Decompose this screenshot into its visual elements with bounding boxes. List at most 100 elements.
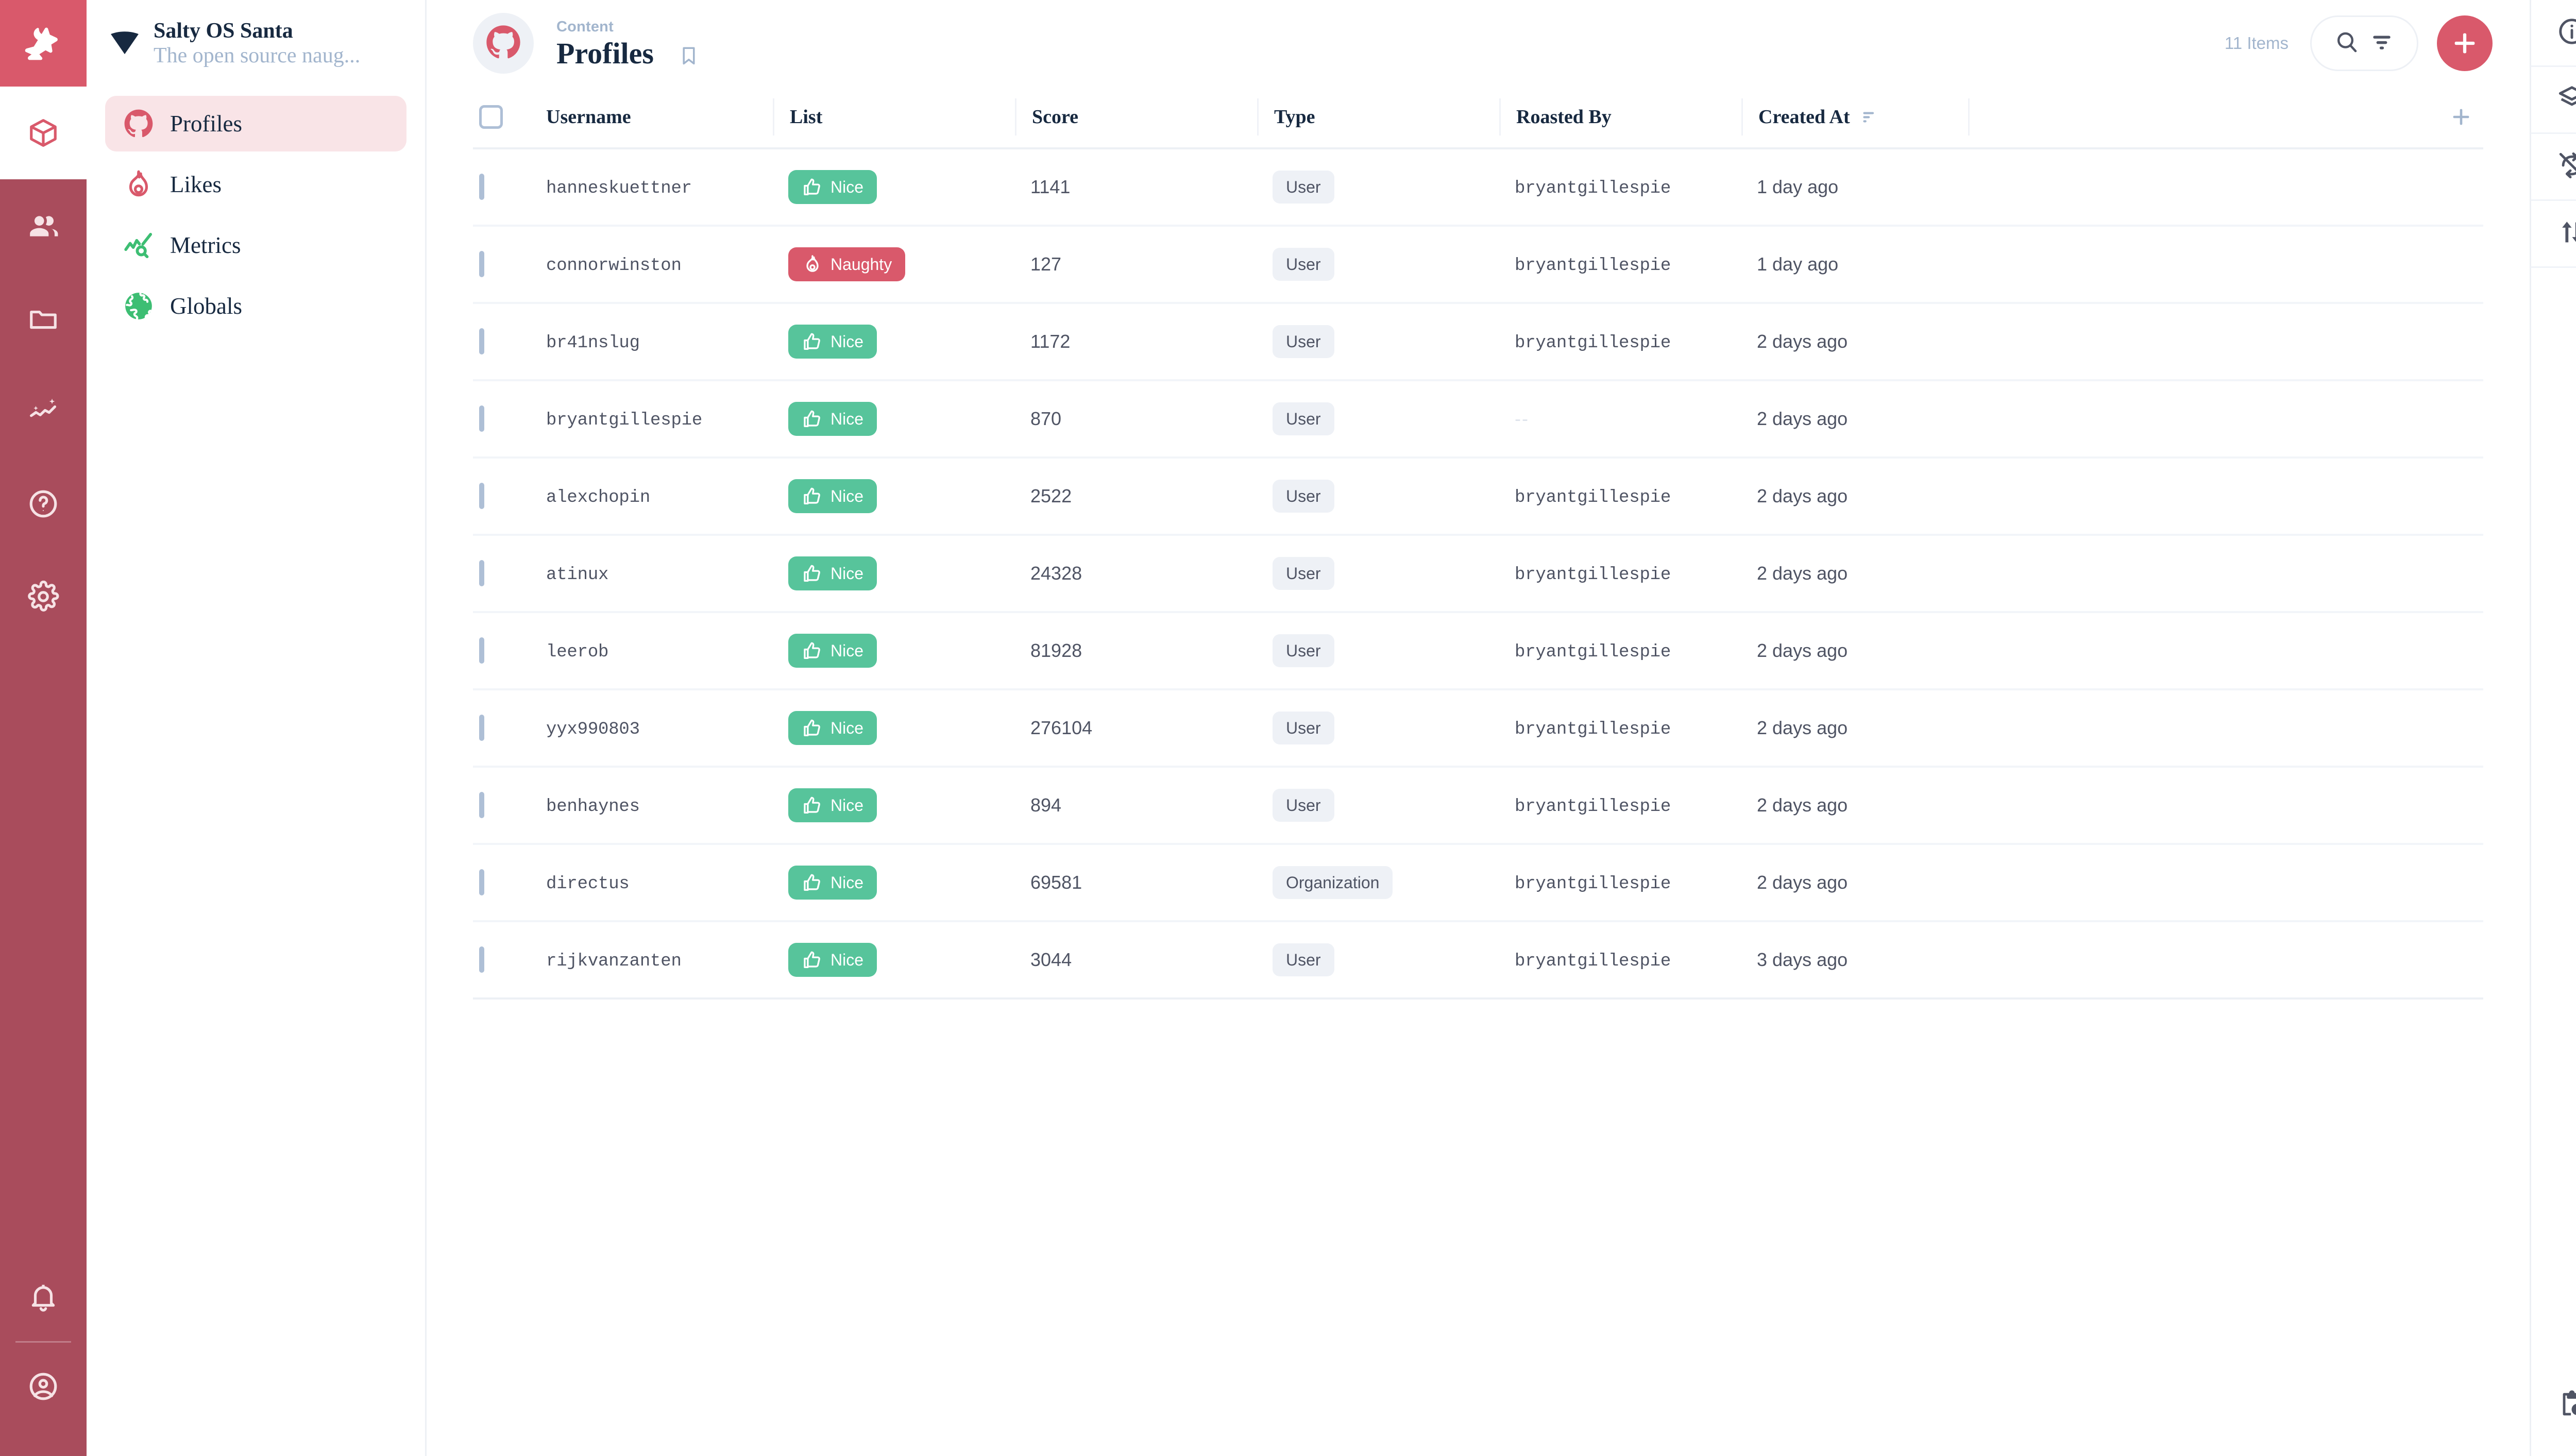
cell-username: leerob [531, 612, 773, 690]
cell-spacer [1968, 767, 2483, 845]
sync-disabled-button[interactable] [2530, 134, 2576, 201]
column-header-created-at[interactable]: Created At [1741, 87, 1968, 149]
row-checkbox[interactable] [479, 328, 484, 354]
notifications-button[interactable] [0, 1259, 87, 1336]
cell-created-at: 2 days ago [1741, 380, 1968, 459]
project-title: Salty OS Santa [154, 19, 293, 43]
project-header[interactable]: Salty OS Santa The open source naug... [87, 0, 425, 87]
type-chip: User [1273, 943, 1334, 976]
select-all-checkbox[interactable] [479, 105, 503, 129]
column-header-list[interactable]: List [773, 87, 1015, 149]
module-item-user-directory[interactable] [0, 179, 87, 272]
row-checkbox[interactable] [479, 174, 484, 200]
cell-username-value: atinux [546, 565, 609, 585]
info-icon [2557, 16, 2576, 49]
cell-username-value: connorwinston [546, 256, 682, 276]
rabbit-logo-icon[interactable] [0, 0, 87, 87]
right-sidebar [2530, 0, 2576, 1456]
module-item-settings[interactable] [0, 550, 87, 643]
type-chip: User [1273, 634, 1334, 667]
column-header-score[interactable]: Score [1015, 87, 1257, 149]
column-header-label: Username [546, 106, 631, 128]
type-chip: User [1273, 557, 1334, 590]
cell-username: atinux [531, 535, 773, 613]
table-row[interactable]: leerob Nice 81928 User bryantgillespie 2 days… [473, 612, 2483, 690]
cell-created-at: 2 days ago [1741, 458, 1968, 536]
table-row[interactable]: benhaynes Nice 894 User bryantgillespie 2 day… [473, 767, 2483, 845]
cell-roasted-by: bryantgillespie [1499, 612, 1741, 690]
layout-options-button[interactable] [2530, 67, 2576, 134]
cell-username: bryantgillespie [531, 380, 773, 459]
module-item-file-library[interactable] [0, 272, 87, 365]
thumb-up-icon [802, 176, 823, 198]
sort-arrows-icon [2557, 217, 2576, 250]
page-header: Content Profiles 11 Items [427, 0, 2530, 87]
table-row[interactable]: yyx990803 Nice 276104 User bryantgillespie 2 … [473, 689, 2483, 768]
row-checkbox[interactable] [479, 946, 484, 973]
row-checkbox[interactable] [479, 637, 484, 664]
row-checkbox[interactable] [479, 405, 484, 432]
user-account-button[interactable] [0, 1348, 87, 1425]
list-badge-label: Naughty [831, 255, 892, 274]
cell-created-at: 2 days ago [1741, 612, 1968, 690]
row-checkbox[interactable] [479, 869, 484, 895]
filter-icon[interactable] [2369, 29, 2395, 58]
sidebar-item-metrics[interactable]: Metrics [105, 217, 406, 273]
cell-created-at: 2 days ago [1741, 303, 1968, 381]
cell-select [473, 458, 531, 536]
column-header-roasted-by[interactable]: Roasted By [1499, 87, 1741, 149]
breadcrumb[interactable]: Content [556, 18, 614, 35]
sidebar-item-globals[interactable]: Globals [105, 278, 406, 334]
cell-roasted-by-value: bryantgillespie [1515, 179, 1671, 198]
activity-log-button[interactable] [2531, 1372, 2576, 1438]
row-checkbox[interactable] [479, 560, 484, 586]
table-row[interactable]: atinux Nice 24328 User bryantgillespie 2 days… [473, 535, 2483, 613]
info-panel-button[interactable] [2530, 0, 2576, 67]
table-row[interactable]: hanneskuettner Nice 1141 User bryantgillespi… [473, 148, 2483, 227]
module-item-help[interactable] [0, 458, 87, 550]
table-row[interactable]: connorwinston Naughty 127 User bryantgillesp… [473, 226, 2483, 304]
cell-roasted-by: bryantgillespie [1499, 921, 1741, 1000]
table-row[interactable]: bryantgillespie Nice 870 User -- 2 days ago [473, 380, 2483, 459]
cell-score: 81928 [1015, 612, 1257, 690]
cell-score-value: 1172 [1030, 331, 1071, 352]
row-checkbox[interactable] [479, 483, 484, 509]
layers-icon [2557, 83, 2576, 116]
import-export-button[interactable] [2530, 201, 2576, 268]
type-chip: User [1273, 325, 1334, 358]
cell-select [473, 844, 531, 922]
type-chip: User [1273, 480, 1334, 513]
sort-descending-icon[interactable] [1858, 107, 1878, 127]
table-row[interactable]: rijkvanzanten Nice 3044 User bryantgillespie… [473, 921, 2483, 1000]
sidebar-item-label: Likes [170, 172, 222, 197]
table-row[interactable]: alexchopin Nice 2522 User bryantgillespie 2 d… [473, 458, 2483, 536]
project-text: Salty OS Santa The open source naug... [154, 19, 360, 69]
module-bar-divider [15, 1341, 71, 1343]
row-checkbox[interactable] [479, 251, 484, 277]
cell-created-at: 3 days ago [1741, 921, 1968, 1000]
cell-username: benhaynes [531, 767, 773, 845]
module-item-content[interactable] [0, 87, 87, 179]
add-item-button[interactable] [2437, 15, 2493, 71]
search-icon[interactable] [2334, 29, 2360, 58]
cell-roasted-by: bryantgillespie [1499, 226, 1741, 304]
table-row[interactable]: directus Nice 69581 Organization bryantgille… [473, 844, 2483, 922]
cell-select [473, 303, 531, 381]
column-header-type[interactable]: Type [1257, 87, 1499, 149]
table-row[interactable]: br41nslug Nice 1172 User bryantgillespie 2 da… [473, 303, 2483, 381]
sidebar-item-profiles[interactable]: Profiles [105, 96, 406, 151]
cell-created-at-value: 2 days ago [1757, 408, 1848, 429]
cell-score-value: 1141 [1030, 176, 1071, 197]
column-header-username[interactable]: Username [531, 87, 773, 149]
search-filter-bar[interactable] [2310, 15, 2418, 71]
cell-roasted-by: bryantgillespie [1499, 458, 1741, 536]
module-item-insights[interactable] [0, 365, 87, 458]
row-checkbox[interactable] [479, 715, 484, 741]
row-checkbox[interactable] [479, 792, 484, 818]
cell-spacer [1968, 226, 2483, 304]
sidebar-item-likes[interactable]: Likes [105, 157, 406, 212]
add-column-button[interactable] [2449, 105, 2473, 129]
main-content: Content Profiles 11 Items [427, 0, 2530, 1456]
list-badge-label: Nice [831, 564, 864, 583]
bookmark-icon[interactable] [675, 40, 702, 71]
